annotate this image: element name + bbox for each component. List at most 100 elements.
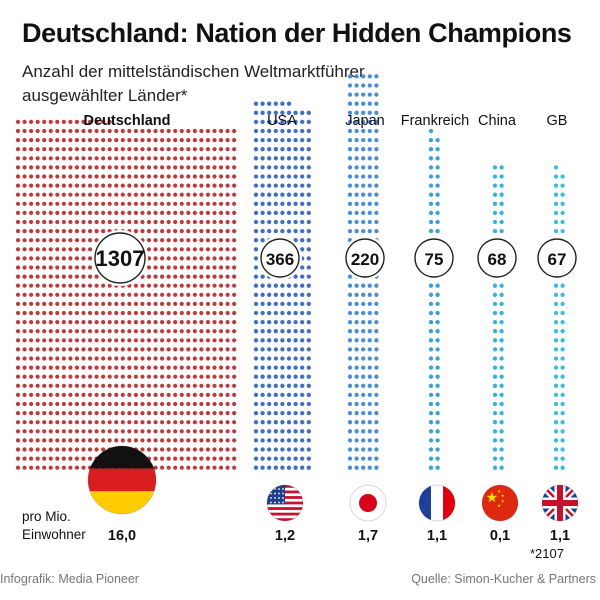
dot <box>94 201 99 206</box>
dot <box>273 420 278 425</box>
dot <box>127 165 132 170</box>
dot <box>347 174 353 179</box>
dot <box>42 420 47 425</box>
dot <box>286 356 292 361</box>
dot <box>35 447 40 452</box>
dot <box>361 156 366 161</box>
dot <box>286 119 292 125</box>
dot <box>94 274 99 279</box>
dot <box>42 156 47 161</box>
dot <box>232 229 237 234</box>
dot <box>153 165 158 170</box>
dot <box>166 429 171 434</box>
dot <box>127 174 132 179</box>
dot <box>179 219 184 225</box>
dot <box>29 392 34 397</box>
dot <box>101 310 106 316</box>
dot <box>29 438 34 443</box>
dot <box>347 274 353 279</box>
dot <box>173 292 178 297</box>
dot <box>374 392 379 398</box>
dot <box>22 247 27 252</box>
dot <box>225 156 230 161</box>
per-capita-label-line-2: Einwohner <box>22 527 86 542</box>
dot <box>120 320 125 325</box>
dot <box>55 420 60 425</box>
dot <box>361 292 366 297</box>
dot <box>153 392 158 397</box>
dot <box>146 301 152 306</box>
dot <box>199 438 204 443</box>
dot <box>560 365 565 370</box>
dot <box>114 156 119 161</box>
dot <box>22 411 27 416</box>
dot <box>347 429 353 434</box>
dot <box>347 219 353 225</box>
dot <box>22 210 27 215</box>
dot <box>81 138 86 143</box>
dot <box>199 219 204 225</box>
dot <box>218 256 224 261</box>
dot <box>553 192 559 197</box>
dot <box>166 138 171 143</box>
dot <box>68 156 73 161</box>
dot <box>347 338 353 343</box>
dot <box>87 320 93 325</box>
dot <box>225 128 230 134</box>
dot <box>225 210 230 215</box>
dot <box>133 210 138 215</box>
dot <box>273 438 278 443</box>
dot <box>87 201 93 206</box>
dot <box>42 283 47 288</box>
dot <box>260 401 265 407</box>
dot <box>101 447 106 452</box>
dot <box>300 137 305 143</box>
dot <box>127 301 132 306</box>
dot <box>48 301 53 306</box>
dot <box>55 310 60 316</box>
dot <box>280 301 285 307</box>
dot <box>140 329 145 334</box>
dot <box>101 128 106 134</box>
dot <box>300 319 305 325</box>
dot <box>179 210 184 215</box>
dot <box>81 310 86 316</box>
dot <box>55 119 60 124</box>
dot <box>153 329 158 334</box>
dot <box>153 465 158 470</box>
flag-china-icon <box>482 485 518 521</box>
dot <box>186 420 191 425</box>
dot <box>160 465 165 470</box>
dot <box>29 247 34 252</box>
dot <box>61 420 66 425</box>
dot <box>286 338 292 343</box>
dot <box>68 265 73 270</box>
dot <box>81 392 86 397</box>
dot <box>560 356 565 361</box>
dot <box>127 392 132 397</box>
dot <box>267 210 272 216</box>
dot <box>300 465 305 470</box>
dot <box>35 438 40 443</box>
dot <box>186 283 191 288</box>
dot <box>101 338 106 343</box>
dot <box>29 265 34 270</box>
dot <box>87 301 93 306</box>
dot <box>428 192 434 197</box>
dot <box>428 283 434 288</box>
dot <box>87 392 93 397</box>
dot <box>435 374 440 379</box>
dot <box>367 356 372 361</box>
dot <box>87 265 93 270</box>
dot <box>361 301 366 307</box>
dot <box>374 319 379 325</box>
dot <box>199 447 204 452</box>
dot <box>253 319 259 325</box>
dot <box>35 292 40 297</box>
dot <box>179 201 184 206</box>
dot <box>260 392 265 398</box>
dot <box>179 247 184 252</box>
dot <box>48 429 53 434</box>
dot <box>280 456 285 461</box>
dot <box>300 174 305 179</box>
